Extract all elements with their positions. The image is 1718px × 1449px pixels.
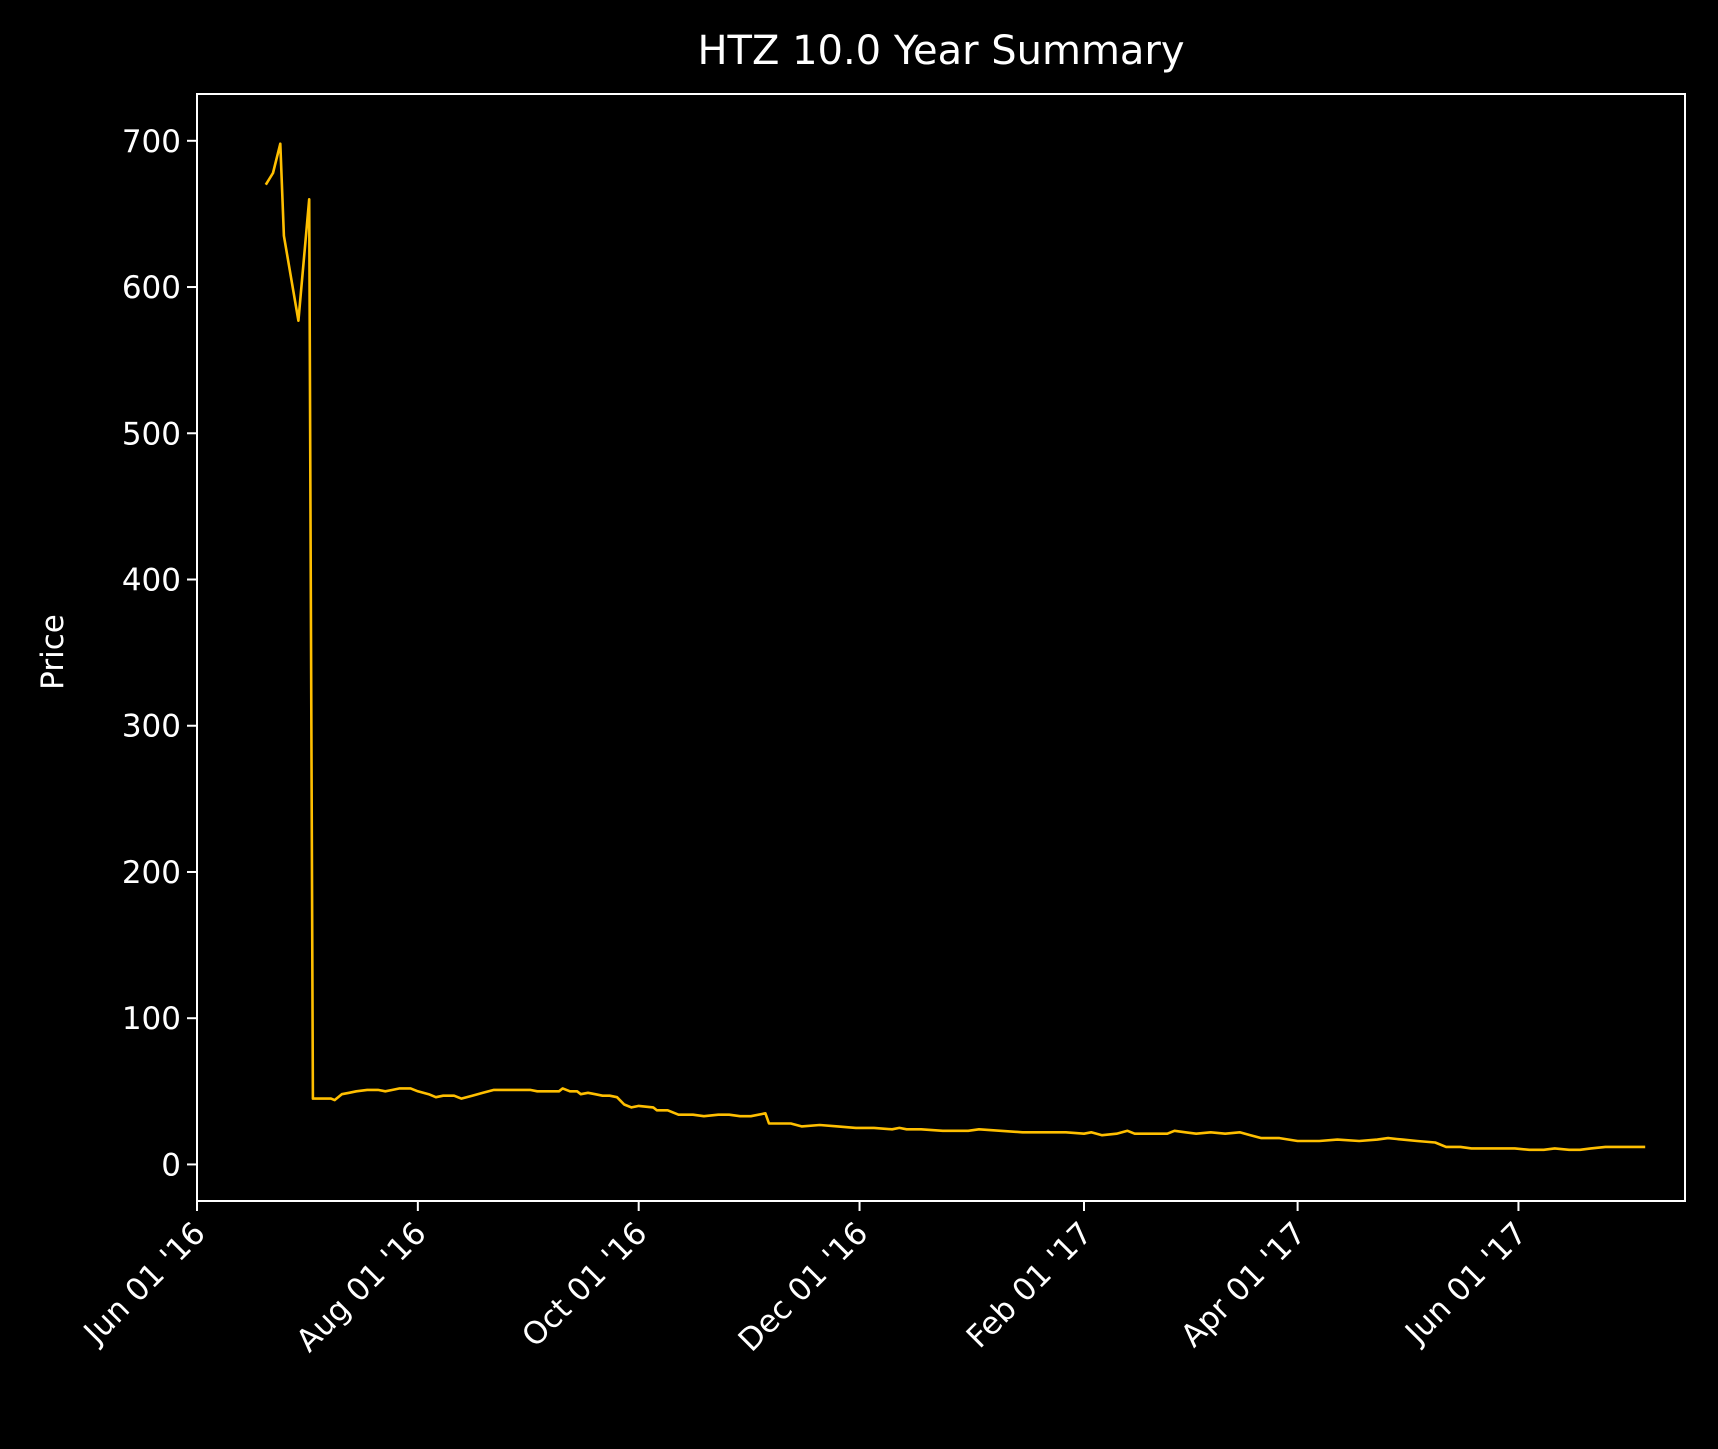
series-line	[264, 142, 1646, 1152]
y-axis-label: Price	[35, 614, 71, 690]
y-tick-label: 600	[122, 270, 181, 306]
y-tick-label: 300	[122, 709, 181, 745]
y-tick-label: 400	[122, 563, 181, 599]
y-tick-label: 500	[122, 416, 181, 452]
chart-title: HTZ 10.0 Year Summary	[697, 28, 1184, 74]
y-tick-label: 100	[122, 1001, 181, 1037]
y-tick-label: 200	[122, 855, 181, 891]
y-tick-label: 0	[161, 1147, 181, 1183]
axes-frame	[196, 93, 1686, 1202]
y-tick-label: 700	[122, 124, 181, 160]
plot-area	[264, 142, 1646, 1152]
y-axis: 0 100 200 300 400 500 600 700	[122, 124, 197, 1183]
